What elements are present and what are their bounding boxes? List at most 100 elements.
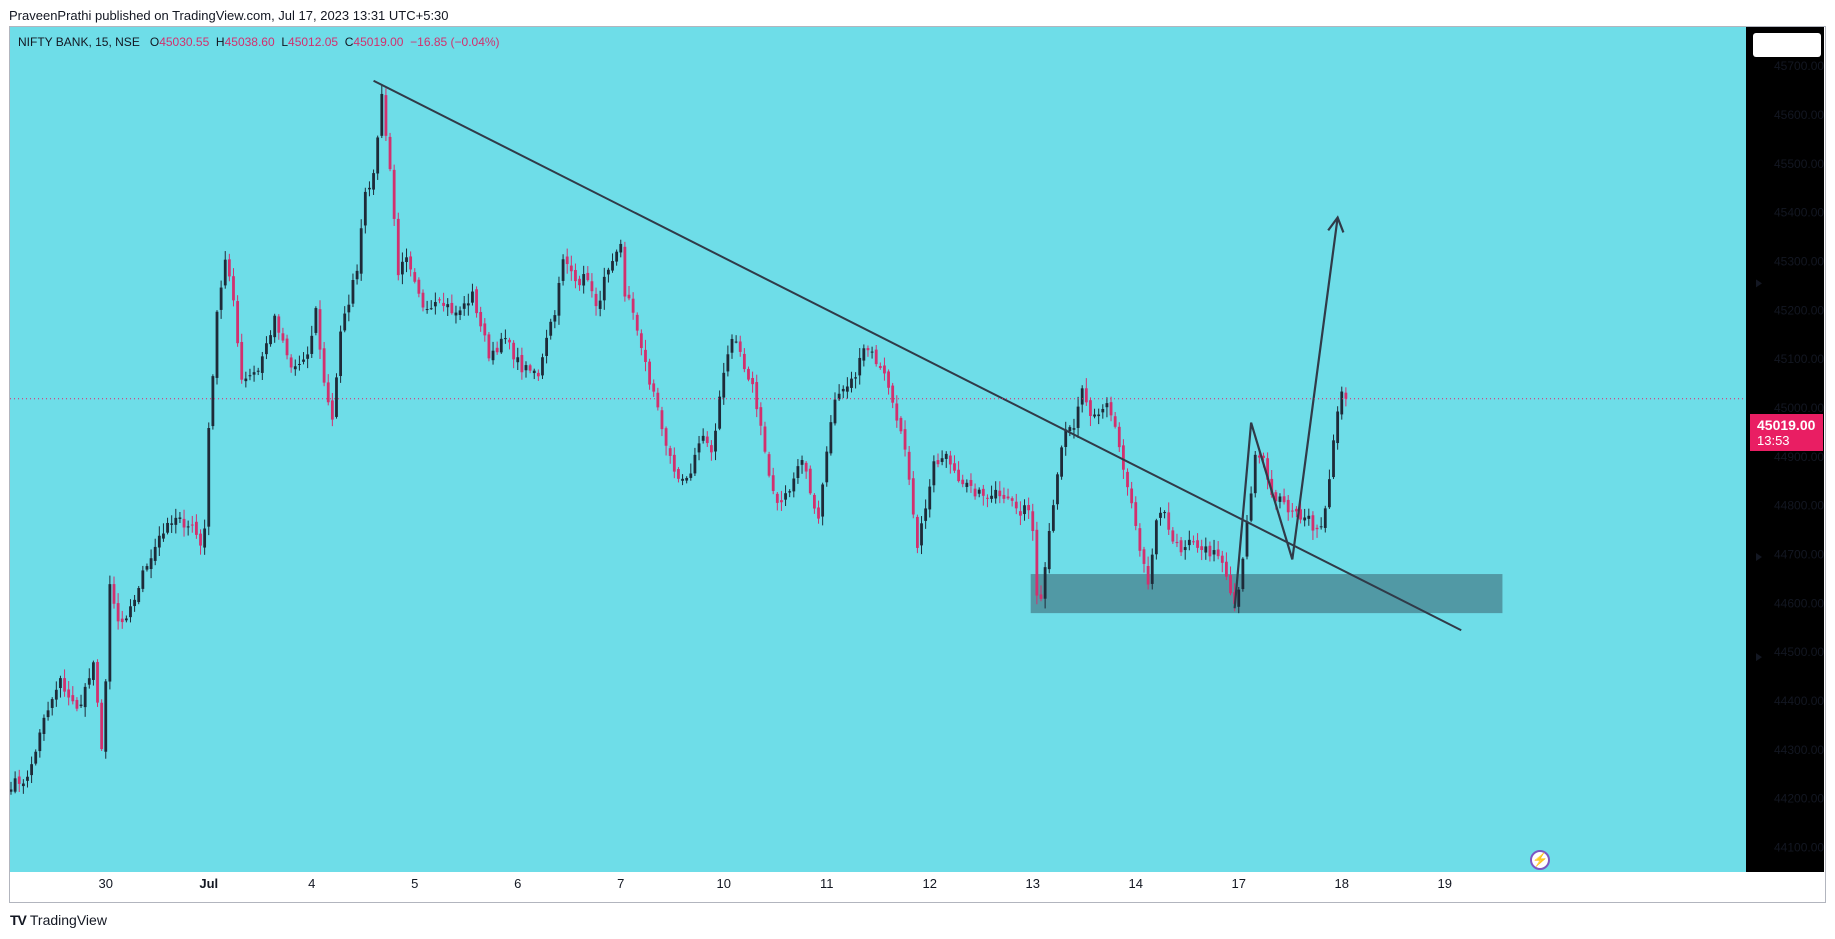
candle-body bbox=[211, 376, 215, 427]
candle-body bbox=[34, 751, 38, 764]
projection-path[interactable] bbox=[1233, 217, 1339, 609]
candle-body bbox=[536, 372, 540, 377]
candle-body bbox=[549, 321, 553, 336]
candle-body bbox=[112, 584, 116, 604]
x-tick-label: 4 bbox=[308, 876, 315, 891]
candle-body bbox=[10, 789, 13, 792]
trendline[interactable] bbox=[373, 79, 1462, 632]
candle-body bbox=[969, 479, 973, 486]
candle-body bbox=[800, 460, 804, 465]
candle-body bbox=[598, 300, 602, 309]
x-tick-label: 7 bbox=[617, 876, 624, 891]
candle-body bbox=[528, 365, 532, 371]
candle-body bbox=[615, 251, 619, 262]
candle-body bbox=[260, 356, 264, 373]
y-tick-label: 44400.00 bbox=[1774, 694, 1824, 708]
candle-body bbox=[269, 335, 272, 345]
x-tick-label: 19 bbox=[1438, 876, 1452, 891]
candle-body bbox=[689, 473, 693, 478]
brand-name: TradingView bbox=[29, 912, 107, 928]
candle-body bbox=[425, 309, 429, 311]
candle-body bbox=[1319, 526, 1323, 528]
low-label: L bbox=[281, 35, 289, 49]
candle-body bbox=[92, 662, 95, 680]
candle-body bbox=[957, 469, 960, 482]
candle-body bbox=[644, 349, 647, 362]
candle-body bbox=[986, 497, 989, 499]
candle-body bbox=[973, 488, 977, 497]
candle-body bbox=[339, 331, 342, 377]
candle-body bbox=[401, 261, 404, 275]
candle-body bbox=[499, 338, 503, 353]
demand-zone[interactable] bbox=[1030, 574, 1503, 614]
candle-body bbox=[1064, 429, 1068, 447]
candle-body bbox=[1035, 529, 1039, 596]
candle-body bbox=[1130, 488, 1134, 504]
candle-body bbox=[1336, 411, 1340, 444]
candle-body bbox=[1328, 479, 1331, 508]
candle-body bbox=[582, 274, 586, 286]
candle-body bbox=[817, 507, 820, 519]
candle-body bbox=[203, 528, 207, 548]
candle-body bbox=[42, 717, 46, 734]
candle-body bbox=[1204, 546, 1208, 553]
price-chart[interactable]: 45700.00 45600.00 45500.00 45400.00 45300.00… bbox=[10, 27, 1824, 901]
candle-body bbox=[1060, 447, 1063, 477]
candle-body bbox=[520, 354, 524, 373]
candle-body bbox=[281, 333, 285, 341]
y-tick-label: 44600.00 bbox=[1774, 596, 1824, 610]
candle-body bbox=[891, 385, 895, 403]
candle-body bbox=[870, 351, 874, 353]
candle-body bbox=[1039, 594, 1043, 599]
y-tick-label: 44100.00 bbox=[1774, 841, 1824, 855]
candle-body bbox=[100, 702, 104, 750]
candle-body bbox=[845, 386, 849, 392]
top-right-control[interactable] bbox=[1753, 33, 1821, 57]
candle-body bbox=[129, 606, 132, 618]
y-tick-label: 44900.00 bbox=[1774, 450, 1824, 464]
candle-body bbox=[1072, 428, 1076, 430]
candle-body bbox=[1282, 496, 1286, 503]
candle-body bbox=[1311, 515, 1315, 531]
candle-body bbox=[120, 618, 124, 623]
candle-body bbox=[359, 228, 363, 274]
candle-body bbox=[759, 407, 763, 426]
candle-body bbox=[67, 689, 71, 698]
candle-body bbox=[1323, 508, 1327, 528]
candle-body bbox=[17, 776, 21, 784]
candle-body bbox=[166, 522, 169, 533]
scale-marker-icon bbox=[1756, 552, 1762, 561]
candle-body bbox=[903, 429, 907, 450]
low-value: 45012.05 bbox=[288, 35, 339, 49]
candle-body bbox=[1303, 517, 1307, 521]
candle-body bbox=[602, 276, 606, 301]
candle-body bbox=[508, 339, 511, 343]
candle-body bbox=[479, 311, 483, 327]
x-tick-label: 5 bbox=[411, 876, 418, 891]
x-tick-label: 13 bbox=[1026, 876, 1040, 891]
candle-body bbox=[413, 272, 417, 282]
candle-body bbox=[1266, 458, 1269, 480]
candle-body bbox=[664, 428, 668, 446]
candle-body bbox=[1290, 510, 1294, 512]
lightning-icon[interactable]: ⚡ bbox=[1530, 850, 1550, 870]
candle-body bbox=[907, 451, 911, 480]
candle-body bbox=[948, 455, 952, 465]
candle-body bbox=[46, 710, 50, 718]
candle-body bbox=[619, 243, 623, 253]
y-tick-label: 45000.00 bbox=[1774, 401, 1824, 415]
x-tick-label: 14 bbox=[1129, 876, 1143, 891]
candle-body bbox=[1163, 512, 1166, 514]
candle-body bbox=[1113, 416, 1117, 427]
candle-body bbox=[936, 460, 940, 465]
candle-body bbox=[26, 776, 29, 781]
candle-body bbox=[631, 298, 635, 313]
candle-body bbox=[475, 289, 478, 314]
candle-body bbox=[248, 375, 252, 377]
candle-body bbox=[784, 493, 787, 500]
tradingview-brand[interactable]: TV TradingView bbox=[10, 912, 107, 928]
candle-body bbox=[1295, 508, 1298, 512]
y-tick-label: 45200.00 bbox=[1774, 303, 1824, 317]
candle-body bbox=[1105, 403, 1109, 408]
candle-body bbox=[841, 388, 845, 392]
